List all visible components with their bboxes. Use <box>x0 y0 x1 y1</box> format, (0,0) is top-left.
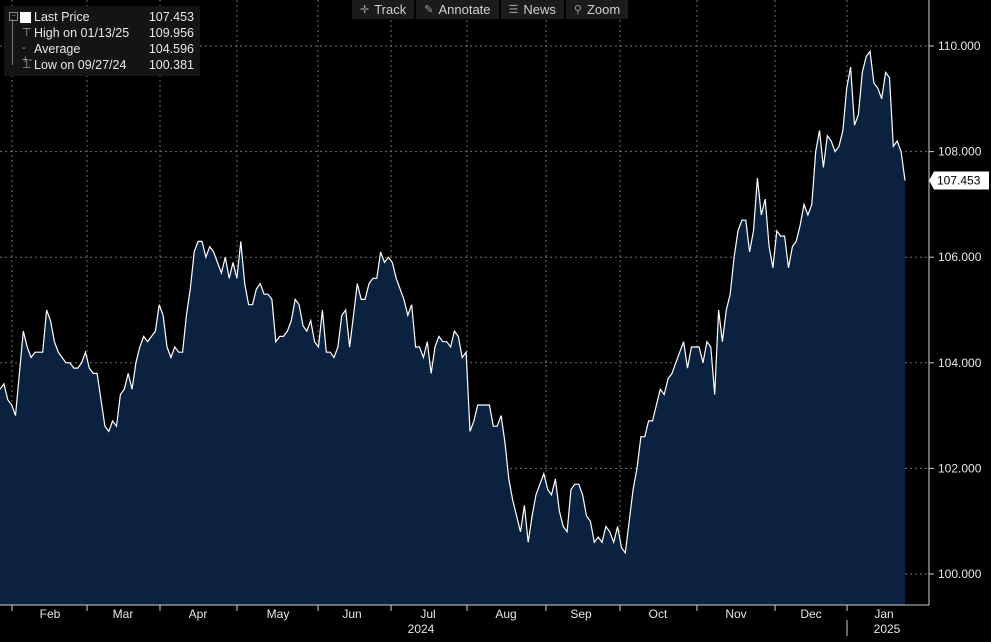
chart-axes <box>0 0 934 636</box>
legend-last-price[interactable]: − Last Price 107.453 <box>4 9 200 25</box>
legend-last-value: 107.453 <box>148 10 194 24</box>
year-label: 2024 <box>408 622 435 636</box>
x-tick-label: Sep <box>570 607 592 621</box>
x-tick-label: Dec <box>800 607 821 621</box>
news-button[interactable]: ☰ News <box>500 0 564 19</box>
legend-high-value: 109.956 <box>148 26 194 40</box>
zoom-label: Zoom <box>586 2 621 17</box>
legend-avg-label: Average <box>34 42 81 56</box>
x-tick-label: Nov <box>725 607 746 621</box>
high-marker-icon: ⊤ <box>22 27 32 39</box>
legend-high[interactable]: ⊤ High on 01/13/25 109.956 <box>4 25 200 41</box>
x-tick-label: Aug <box>495 607 516 621</box>
x-tick-label: Jun <box>342 607 361 621</box>
last-value-badge <box>929 171 989 190</box>
x-tick-label: May <box>267 607 290 621</box>
collapse-icon[interactable]: − <box>9 12 18 21</box>
x-tick-label: Feb <box>40 607 61 621</box>
chart-labels: 100.000 102.000 104.000 106.000 108.000 110.0… <box>40 39 989 636</box>
x-tick-label: Oct <box>649 607 668 621</box>
chart-toolbar: ✛ Track ✎ Annotate ☰ News ⚲ Zoom <box>352 0 629 19</box>
x-tick-label: Apr <box>189 607 208 621</box>
legend-last-label: Last Price <box>34 10 90 24</box>
magnifier-icon: ⚲ <box>573 4 582 16</box>
y-tick-label: 100.000 <box>938 567 982 581</box>
crosshair-icon: ✛ <box>360 4 370 16</box>
pencil-icon: ✎ <box>424 4 434 16</box>
legend-low[interactable]: ⊥ Low on 09/27/24 100.381 <box>4 57 200 73</box>
news-icon: ☰ <box>508 4 519 16</box>
legend-high-label: High on 01/13/25 <box>34 26 130 40</box>
legend-low-label: Low on 09/27/24 <box>34 58 127 72</box>
average-marker-icon: -+- <box>22 42 33 66</box>
track-button[interactable]: ✛ Track <box>352 0 415 19</box>
y-tick-label: 102.000 <box>938 461 982 475</box>
last-value-callout: 107.453 <box>929 171 989 190</box>
x-tick-label: Mar <box>113 607 134 621</box>
last-value-label: 107.453 <box>937 173 981 187</box>
white-square-icon <box>20 12 31 23</box>
price-line <box>0 49 906 555</box>
y-tick-label: 108.000 <box>938 145 982 159</box>
y-tick-label: 106.000 <box>938 250 982 264</box>
x-tick-label: Jan <box>874 607 893 621</box>
legend-avg-value: 104.596 <box>148 42 194 56</box>
y-tick-label: 110.000 <box>938 39 981 53</box>
zoom-button[interactable]: ⚲ Zoom <box>565 0 629 19</box>
x-tick-label: Jul <box>420 607 435 621</box>
chart-legend: − Last Price 107.453 ⊤ High on 01/13/25 … <box>4 6 200 76</box>
annotate-label: Annotate <box>438 2 491 17</box>
low-marker-icon: ⊥ <box>22 59 32 71</box>
track-label: Track <box>374 2 407 17</box>
annotate-button[interactable]: ✎ Annotate <box>416 0 499 19</box>
y-tick-label: 104.000 <box>938 356 982 370</box>
news-label: News <box>523 2 556 17</box>
price-area <box>0 51 905 606</box>
legend-low-value: 100.381 <box>148 58 194 72</box>
year-label: 2025 <box>874 622 901 636</box>
legend-average[interactable]: -+- Average 104.596 <box>4 41 200 66</box>
